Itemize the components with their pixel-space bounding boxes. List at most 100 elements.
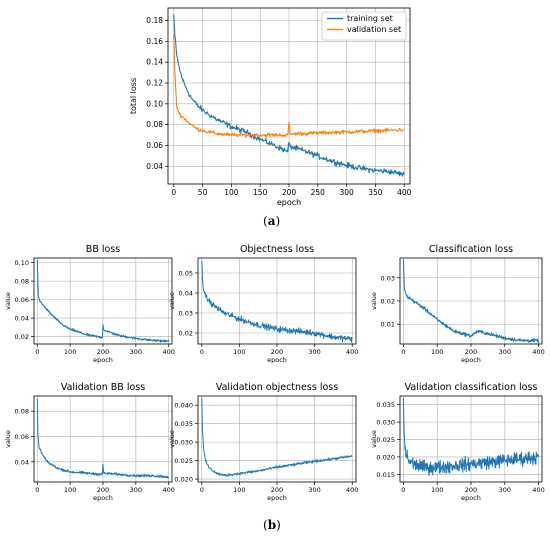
y-tick-label: 0.02 xyxy=(381,298,395,306)
series-line xyxy=(201,260,353,343)
series-line xyxy=(36,398,170,479)
x-tick-label: 150 xyxy=(253,188,268,197)
chart-title: Validation BB loss xyxy=(61,382,145,393)
series-line xyxy=(173,34,405,139)
x-tick-label: 250 xyxy=(311,188,326,197)
x-tick-label: 50 xyxy=(198,188,208,197)
chart-title: Validation objectness loss xyxy=(216,382,338,393)
y-tick-label: 0.08 xyxy=(15,408,29,416)
y-tick-label: 0.04 xyxy=(146,162,163,171)
y-axis-label: value xyxy=(370,430,378,448)
y-axis-label: value xyxy=(370,292,378,310)
y-tick-label: 0.04 xyxy=(15,315,29,323)
x-tick-label: 400 xyxy=(532,486,544,494)
x-tick-label: 300 xyxy=(308,348,320,356)
x-tick-label: 100 xyxy=(431,348,443,356)
x-tick-label: 100 xyxy=(64,486,76,494)
chart-vcls: Validation classification loss 0 100 200 300… xyxy=(370,382,545,502)
series-line xyxy=(173,14,405,177)
x-tick-label: 100 xyxy=(431,486,443,494)
chart-total: 0 50 100 150 200 250 300 350 400 0.04 0.06 0.08 0.10… xyxy=(129,7,412,207)
x-tick-label: 400 xyxy=(346,348,358,356)
plot-frame xyxy=(33,257,173,345)
x-axis-label: epoch xyxy=(267,494,287,502)
y-tick-label: 0.05 xyxy=(179,270,193,278)
caption-b: (b) xyxy=(263,518,281,532)
x-tick-label: 100 xyxy=(233,486,245,494)
x-tick-label: 0 xyxy=(401,486,405,494)
x-tick-label: 100 xyxy=(64,348,76,356)
x-tick-label: 0 xyxy=(200,486,204,494)
x-tick-label: 0 xyxy=(171,188,176,197)
y-tick-label: 0.01 xyxy=(381,321,395,329)
series-line xyxy=(201,397,353,477)
caption-a: (a) xyxy=(263,214,281,228)
x-axis-label: epoch xyxy=(93,494,113,502)
x-axis-label: epoch xyxy=(93,356,113,364)
x-tick-label: 400 xyxy=(163,348,175,356)
chart-obj: Objectness loss 0 100 200 300 400 0.02 0.03 0.04… xyxy=(168,244,358,364)
y-tick-label: 0.025 xyxy=(376,436,395,444)
y-tick-label: 0.12 xyxy=(146,78,163,87)
y-tick-label: 0.04 xyxy=(15,458,29,466)
chart-vobj: Validation objectness loss 0 100 200 300 400 0… xyxy=(168,382,358,502)
x-tick-label: 400 xyxy=(532,348,544,356)
y-axis-label: value xyxy=(168,430,176,448)
x-tick-label: 200 xyxy=(97,348,109,356)
y-tick-label: 0.10 xyxy=(146,99,163,108)
series-line xyxy=(36,259,170,343)
chart-title: BB loss xyxy=(86,244,120,255)
y-tick-label: 0.08 xyxy=(15,278,29,286)
y-tick-label: 0.14 xyxy=(146,58,163,67)
x-tick-label: 100 xyxy=(224,188,239,197)
plot-frame xyxy=(197,395,357,483)
legend-entry: validation set xyxy=(347,25,401,34)
x-tick-label: 0 xyxy=(401,348,405,356)
x-tick-label: 400 xyxy=(163,486,175,494)
x-axis-label: epoch xyxy=(267,356,287,364)
y-tick-label: 0.035 xyxy=(376,401,395,409)
x-tick-label: 200 xyxy=(465,486,477,494)
y-tick-label: 0.02 xyxy=(179,330,193,338)
x-tick-label: 0 xyxy=(35,486,39,494)
y-tick-label: 0.02 xyxy=(15,333,29,341)
x-tick-label: 200 xyxy=(271,348,283,356)
legend: training set validation set xyxy=(321,11,407,41)
chart-title: Validation classification loss xyxy=(405,382,538,393)
x-tick-label: 300 xyxy=(308,486,320,494)
y-tick-label: 0.020 xyxy=(174,476,193,484)
series-line xyxy=(402,397,540,476)
plot-frame xyxy=(197,257,357,345)
y-tick-label: 0.035 xyxy=(174,420,193,428)
plot-frame xyxy=(33,395,173,483)
x-axis-label: epoch xyxy=(461,356,481,364)
chart-vbb: Validation BB loss 0 100 200 300 400 0.04 0.06 0… xyxy=(4,382,175,502)
y-tick-label: 0.030 xyxy=(376,419,395,427)
y-tick-label: 0.025 xyxy=(174,457,193,465)
x-tick-label: 300 xyxy=(130,486,142,494)
y-tick-label: 0.10 xyxy=(15,259,29,267)
plot-frame xyxy=(399,257,543,345)
x-tick-label: 300 xyxy=(130,348,142,356)
x-tick-label: 400 xyxy=(346,486,358,494)
y-tick-label: 0.18 xyxy=(146,16,163,25)
x-axis-label: epoch xyxy=(277,198,301,207)
y-axis-label: value xyxy=(4,292,12,310)
x-tick-label: 200 xyxy=(97,486,109,494)
y-axis-label: total loss xyxy=(129,78,138,114)
y-tick-label: 0.04 xyxy=(179,290,193,298)
x-tick-label: 300 xyxy=(499,348,511,356)
y-tick-label: 0.16 xyxy=(146,37,163,46)
y-tick-label: 0.020 xyxy=(376,453,395,461)
x-tick-label: 200 xyxy=(271,486,283,494)
plot-frame xyxy=(399,395,543,483)
x-tick-label: 0 xyxy=(35,348,39,356)
legend-entry: training set xyxy=(347,14,393,23)
x-tick-label: 400 xyxy=(397,188,412,197)
y-tick-label: 0.06 xyxy=(15,296,29,304)
y-tick-label: 0.06 xyxy=(15,433,29,441)
x-tick-label: 0 xyxy=(200,348,204,356)
y-tick-label: 0.015 xyxy=(376,471,395,479)
plot-frame xyxy=(167,7,411,185)
